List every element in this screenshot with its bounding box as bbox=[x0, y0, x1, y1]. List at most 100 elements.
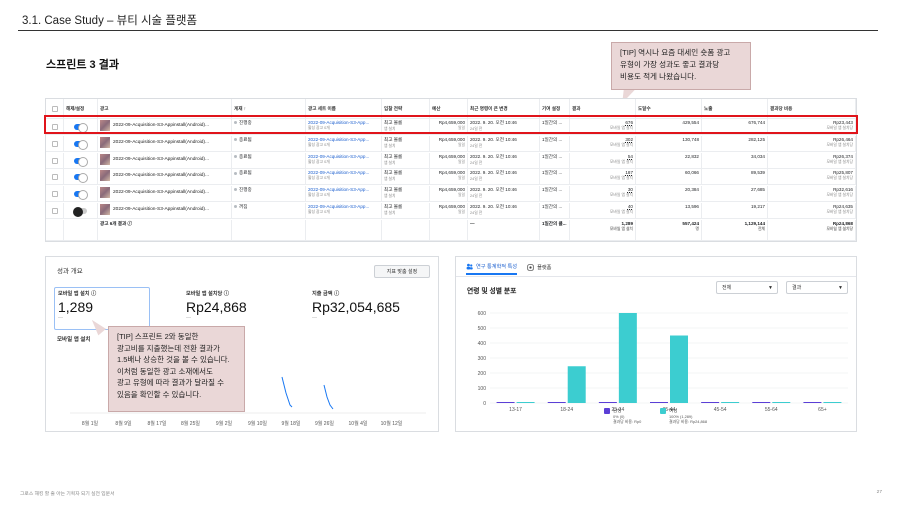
adset-cell[interactable]: 2022-09-Acquisition-S3-App... 활성 광고 0개 bbox=[306, 203, 382, 218]
budget-value: Rp4,659,000 bbox=[438, 120, 465, 125]
ad-name-cell[interactable]: 2022-09-Acquisition-S3-Appinstall(Androi… bbox=[98, 169, 232, 185]
installs-line-chart: 8월 1일 8월 9일 8월 17일 8월 25일 9월 2일 9월 10일 9월 18일 9… bbox=[70, 376, 426, 427]
ad-name[interactable]: 2022-09-Acquisition-S3-Appinstall(Androi… bbox=[113, 123, 209, 128]
ad-name[interactable]: 2022-09-Acquisition-S3-Appinstall(Androi… bbox=[113, 207, 209, 212]
col-budget[interactable]: 예산 bbox=[430, 99, 468, 118]
checkbox-icon[interactable] bbox=[51, 140, 58, 147]
bar-male-25-34[interactable] bbox=[598, 402, 617, 403]
col-delivery[interactable]: 게재 ↑ bbox=[232, 99, 306, 118]
bar-female-55-64[interactable] bbox=[772, 402, 791, 403]
row-checkbox-cell[interactable] bbox=[46, 152, 64, 168]
table-row[interactable]: 2022-09-Acquisition-S3-Appinstall(Androi… bbox=[46, 152, 856, 169]
col-attribution[interactable]: 기여 설정 bbox=[540, 99, 570, 118]
footer-empty-cell bbox=[430, 220, 468, 240]
checkbox-icon[interactable] bbox=[51, 124, 58, 130]
ad-name[interactable]: 2022-09-Acquisition-S3-Appinstall(Androi… bbox=[113, 173, 209, 179]
toggle-switch[interactable] bbox=[74, 190, 88, 201]
toggle-switch[interactable] bbox=[74, 139, 88, 150]
row-toggle-cell[interactable] bbox=[64, 169, 98, 185]
y-tick-label: 400 bbox=[478, 341, 487, 347]
toggle-switch[interactable] bbox=[74, 156, 88, 167]
adset-cell[interactable]: 2022-09-Acquisition-S3-App... 활성 광고 0개 bbox=[306, 186, 382, 202]
adset-link[interactable]: 2022-09-Acquisition-S3-App... bbox=[308, 170, 370, 176]
row-checkbox-cell[interactable] bbox=[46, 203, 64, 218]
adset-cell[interactable]: 2022-09-Acquisition-S3-App... 활성 광고 0개 bbox=[306, 119, 382, 134]
metric-cost-per-install[interactable]: 모바일 앱 설치당 ⓘ Rp24,868 — bbox=[186, 290, 247, 321]
col-reach[interactable]: 도달수 bbox=[636, 99, 702, 118]
adset-cell[interactable]: 2022-09-Acquisition-S3-App... 활성 광고 0개 bbox=[306, 135, 382, 151]
row-toggle-cell[interactable] bbox=[64, 135, 98, 151]
adset-cell[interactable]: 2022-09-Acquisition-S3-App... 활성 광고 0개 bbox=[306, 169, 382, 185]
col-toggle[interactable]: 해제/설정 bbox=[64, 99, 98, 118]
adset-link[interactable]: 2022-09-Acquisition-S3-App... bbox=[308, 153, 370, 159]
bar-male-65+[interactable] bbox=[803, 402, 822, 403]
bar-female-65+[interactable] bbox=[823, 402, 842, 403]
bar-female-25-34[interactable] bbox=[618, 313, 637, 403]
checkbox-icon[interactable] bbox=[51, 174, 58, 181]
metric-spend[interactable]: 지출 금액 ⓘ Rp32,054,685 — bbox=[312, 290, 400, 321]
table-row[interactable]: 2022-09-Acquisition-S3-Appinstall(Androi… bbox=[46, 203, 856, 219]
metric-installs[interactable]: 모바일 앱 설치 ⓘ 1,289 — bbox=[58, 290, 96, 321]
ad-name[interactable]: 2022-09-Acquisition-S3-Appinstall(Androi… bbox=[113, 139, 209, 145]
checkbox-icon[interactable] bbox=[51, 157, 58, 164]
selected-metric-box[interactable] bbox=[54, 287, 150, 330]
bar-female-35-44[interactable] bbox=[670, 335, 688, 404]
checkbox-icon[interactable] bbox=[51, 191, 58, 198]
col-bid[interactable]: 입찰 전략 bbox=[382, 99, 430, 118]
ad-name-cell[interactable]: 2022-09-Acquisition-S3-Appinstall(Androi… bbox=[98, 152, 232, 168]
tab-platform[interactable]: 플랫폼 bbox=[527, 263, 551, 275]
bid-cell: 최고 볼륨 앱 설치 bbox=[382, 169, 430, 185]
ad-name-cell[interactable]: 2022-09-Acquisition-S3-Appinstall(Androi… bbox=[98, 186, 232, 202]
col-cost[interactable]: 결과당 비용 bbox=[768, 99, 856, 118]
row-checkbox-cell[interactable] bbox=[46, 119, 64, 134]
row-toggle-cell[interactable] bbox=[64, 203, 98, 218]
bar-female-45-54[interactable] bbox=[721, 402, 740, 403]
status-dot-icon bbox=[234, 171, 237, 175]
bar-male-55-64[interactable] bbox=[752, 402, 771, 403]
bar-female-13-17[interactable] bbox=[516, 402, 535, 403]
ad-name-cell[interactable]: 2022-09-Acquisition-S3-Appinstall(Androi… bbox=[98, 203, 232, 218]
adset-link[interactable]: 2022-09-Acquisition-S3-App... bbox=[308, 204, 370, 209]
metric-label: 모바일 앱 설치당 bbox=[186, 291, 223, 297]
row-checkbox-cell[interactable] bbox=[46, 186, 64, 202]
ad-name-cell[interactable]: 2022-09-Acquisition-S3-Appinstall(Androi… bbox=[98, 119, 232, 134]
adset-link[interactable]: 2022-09-Acquisition-S3-App... bbox=[308, 136, 370, 142]
toggle-switch[interactable] bbox=[73, 207, 87, 217]
col-edited[interactable]: 최근 명령이 큰 변경 bbox=[468, 99, 540, 118]
table-row[interactable]: 2022-09-Acquisition-S3-Appinstall(Androi… bbox=[46, 186, 856, 203]
row-toggle-cell[interactable] bbox=[64, 152, 98, 168]
select-all-checkbox-cell[interactable] bbox=[46, 99, 64, 118]
table-row[interactable]: 2022-09-Acquisition-S3-Appinstall(Androi… bbox=[46, 169, 856, 186]
bar-male-13-17[interactable] bbox=[496, 402, 515, 403]
checkbox-icon[interactable] bbox=[51, 105, 58, 112]
table-row[interactable]: 2022-09-Acquisition-S3-Appinstall(Androi… bbox=[46, 135, 856, 152]
row-toggle-cell[interactable] bbox=[64, 186, 98, 202]
ad-name[interactable]: 2022-09-Acquisition-S3-Appinstall(Androi… bbox=[113, 156, 209, 162]
col-results[interactable]: 결과 bbox=[570, 99, 636, 118]
gender-dropdown[interactable]: 전체 ▼ bbox=[716, 281, 778, 294]
demographics-tabs: 연구 통계학적 특성 플랫폼 bbox=[466, 263, 551, 275]
bar-male-45-54[interactable] bbox=[701, 402, 720, 403]
metric-dropdown[interactable]: 결과 ▼ bbox=[786, 281, 848, 294]
cost-sub: 모바일 앱 설치당 bbox=[826, 193, 853, 198]
bar-male-18-24[interactable] bbox=[547, 402, 566, 403]
col-ad[interactable]: 광고 bbox=[98, 99, 232, 118]
checkbox-icon[interactable] bbox=[51, 208, 58, 214]
ad-name[interactable]: 2022-09-Acquisition-S3-Appinstall(Androi… bbox=[113, 190, 209, 196]
ad-name-cell[interactable]: 2022-09-Acquisition-S3-Appinstall(Androi… bbox=[98, 135, 232, 151]
header-rule bbox=[18, 30, 878, 31]
adset-link[interactable]: 2022-09-Acquisition-S3-App... bbox=[308, 187, 370, 193]
bar-male-35-44[interactable] bbox=[650, 402, 668, 403]
adset-link[interactable]: 2022-09-Acquisition-S3-App... bbox=[308, 120, 370, 125]
row-checkbox-cell[interactable] bbox=[46, 169, 64, 185]
bar-female-18-24[interactable] bbox=[567, 366, 586, 403]
table-row[interactable]: 2022-09-Acquisition-S3-Appinstall(Androi… bbox=[46, 119, 856, 135]
row-checkbox-cell[interactable] bbox=[46, 135, 64, 151]
tab-demographics[interactable]: 연구 통계학적 특성 bbox=[466, 263, 518, 275]
customize-metrics-button[interactable]: 지표 맞춤 설정 bbox=[374, 265, 430, 278]
col-impressions[interactable]: 노출 bbox=[702, 99, 768, 118]
adset-cell[interactable]: 2022-09-Acquisition-S3-App... 활성 광고 0개 bbox=[306, 152, 382, 168]
toggle-switch[interactable] bbox=[74, 173, 88, 184]
metric-value: 1,289 bbox=[58, 299, 94, 315]
col-adset[interactable]: 광고 세트 이름 bbox=[306, 99, 382, 118]
